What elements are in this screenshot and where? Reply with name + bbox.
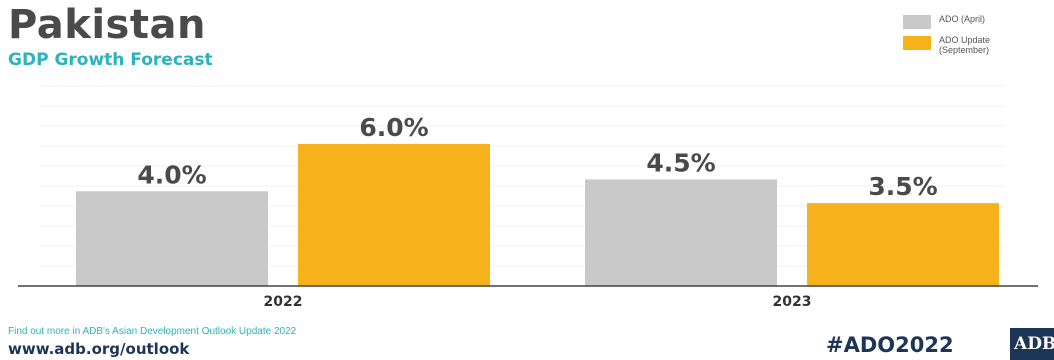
legend-item-september: ADO Update (September) [903,35,1043,55]
legend-swatch-september [903,36,931,50]
legend-label-april: ADO (April) [939,14,986,24]
legend-item-april: ADO (April) [903,14,1043,29]
data-label-2023-series-1: 4.5% [646,148,715,177]
chart-subtitle: GDP Growth Forecast [8,50,213,70]
bar-2022-series-2 [298,143,490,286]
data-label-2022-series-2: 6.0% [359,113,428,142]
footer-text: Find out more in ADB's Asian Development… [8,326,297,337]
x-tick-label-2023: 2023 [773,294,812,310]
legend-label-september: ADO Update (September) [939,35,991,55]
adb-logo: ADB [1010,328,1054,360]
chart-title: Pakistan [8,2,206,48]
bar-2023-series-2 [807,203,999,286]
data-label-2023-series-2: 3.5% [868,172,937,201]
legend: ADO (April) ADO Update (September) [903,14,1043,61]
bar-2022-series-1 [76,191,268,286]
hashtag: #ADO2022 [826,333,954,357]
x-tick-label-2022: 2022 [264,294,303,310]
data-label-2022-series-1: 4.0% [137,160,206,189]
footer-url[interactable]: www.adb.org/outlook [8,340,190,358]
bar-2023-series-1 [585,179,777,286]
legend-swatch-april [903,15,931,29]
